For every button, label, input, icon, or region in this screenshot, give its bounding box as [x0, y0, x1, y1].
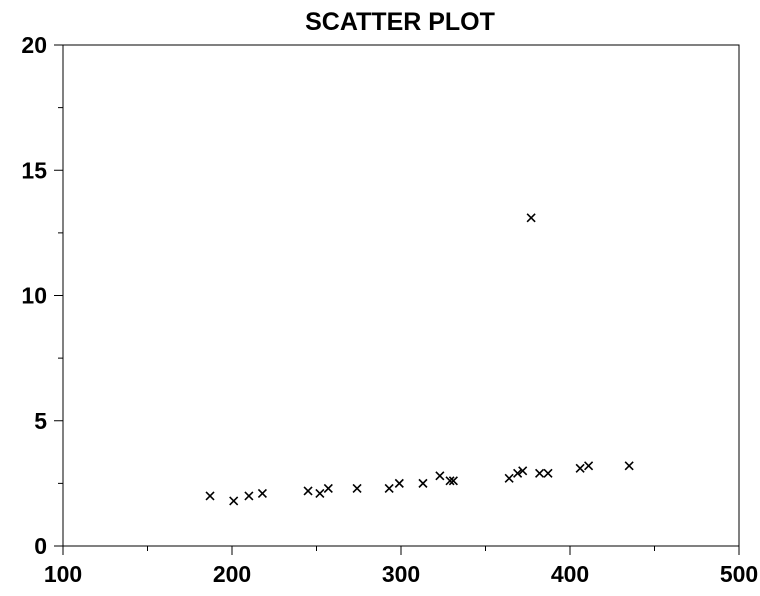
data-point — [504, 473, 514, 483]
y-tick-label: 15 — [21, 157, 47, 183]
axis-ticks — [54, 44, 740, 555]
axis-tick-labels: 100 200 300 400 500 0 5 10 15 20 — [21, 32, 758, 587]
data-point — [543, 468, 553, 478]
data-point — [303, 486, 313, 496]
x-tick-label: 300 — [382, 561, 420, 587]
data-point — [575, 463, 585, 473]
data-point — [418, 478, 428, 488]
data-point — [244, 491, 254, 501]
data-point — [352, 483, 362, 493]
y-tick-label: 20 — [21, 32, 47, 58]
plot-frame — [62, 44, 740, 547]
chart-title: SCATTER PLOT — [305, 8, 495, 36]
data-point — [435, 471, 445, 481]
data-point — [384, 483, 394, 493]
y-tick-label: 5 — [34, 408, 47, 434]
data-points — [205, 213, 634, 506]
data-point — [315, 488, 325, 498]
x-tick-label: 500 — [720, 561, 758, 587]
x-tick-label: 200 — [213, 561, 251, 587]
data-point — [535, 468, 545, 478]
data-point — [518, 466, 528, 476]
data-point — [624, 461, 634, 471]
data-point — [205, 491, 215, 501]
data-point — [445, 476, 455, 486]
data-point — [526, 213, 536, 223]
x-tick-label: 100 — [44, 561, 82, 587]
data-point — [448, 476, 458, 486]
data-point — [394, 478, 404, 488]
x-tick-label: 400 — [551, 561, 589, 587]
data-point — [584, 461, 594, 471]
data-point — [257, 488, 267, 498]
y-tick-label: 10 — [21, 283, 47, 309]
data-point — [513, 468, 523, 478]
y-tick-label: 0 — [34, 533, 47, 559]
data-point — [323, 483, 333, 493]
data-point — [229, 496, 239, 506]
